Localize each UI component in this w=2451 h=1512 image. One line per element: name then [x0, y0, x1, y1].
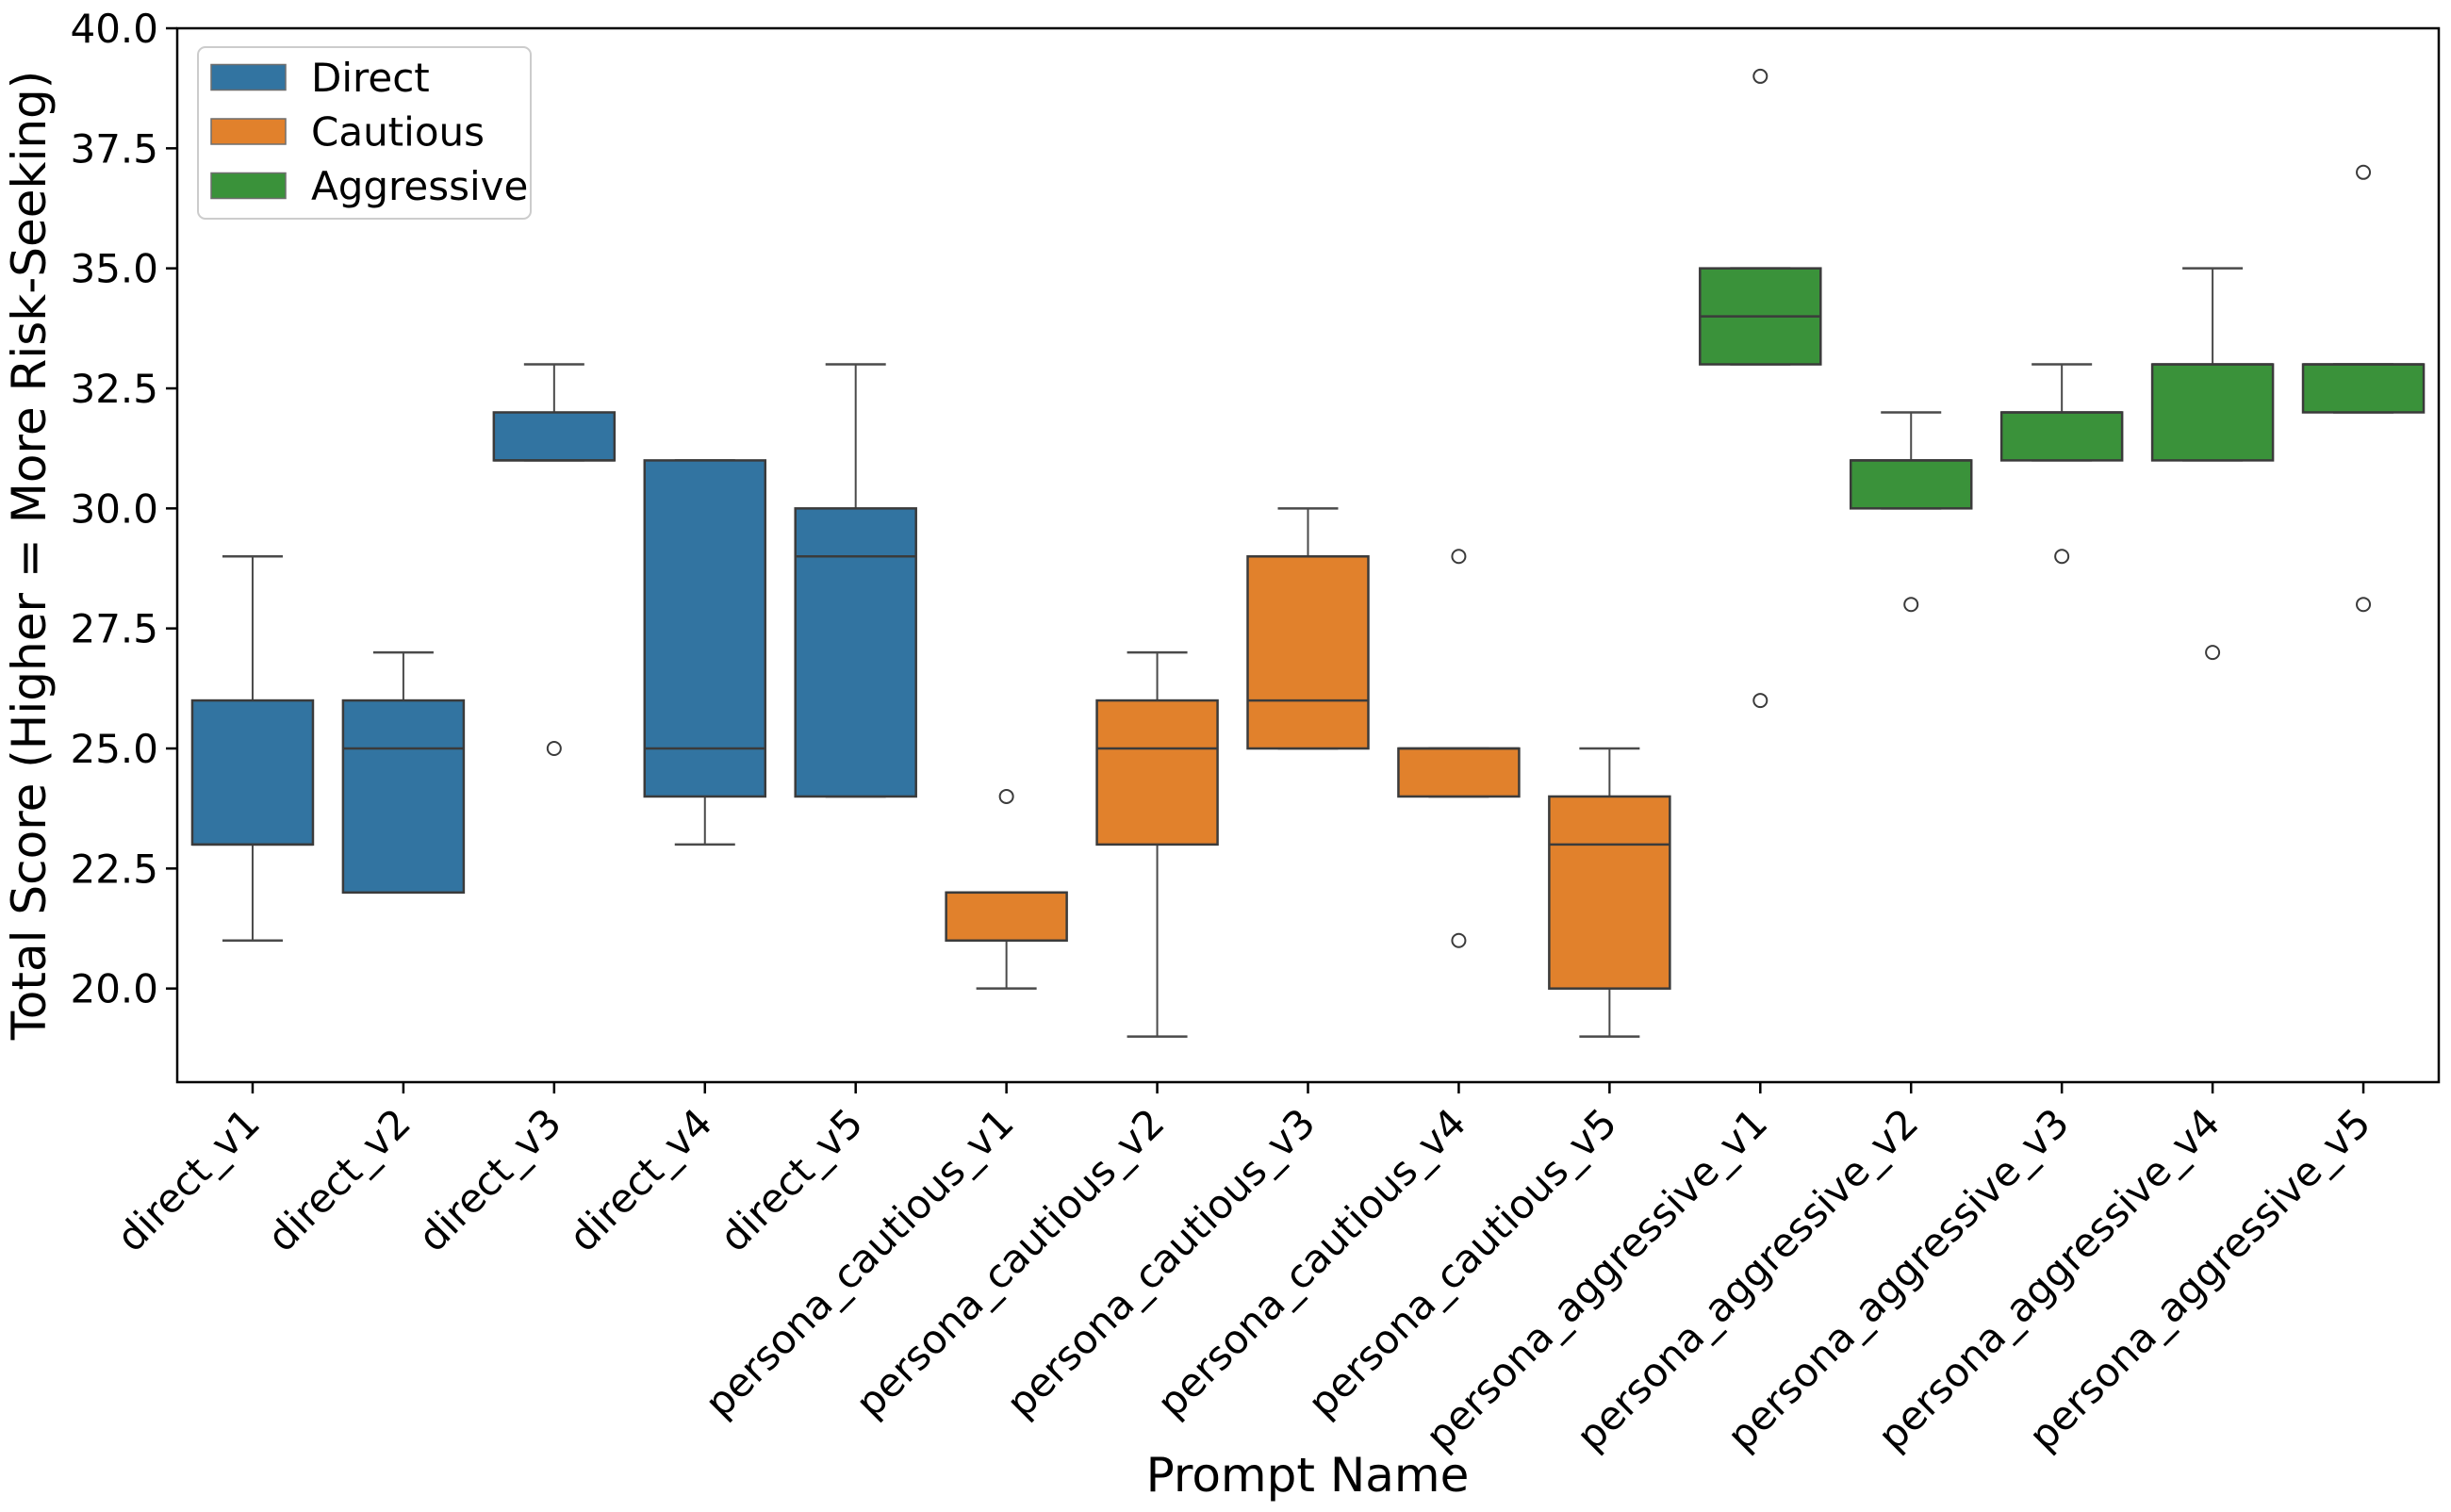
y-tick-label-32.5: 32.5	[70, 366, 158, 412]
y-tick-label-20.0: 20.0	[70, 966, 158, 1012]
outlier-persona_cautious_v1	[998, 788, 1014, 804]
box-persona_aggressive_v3	[1999, 411, 2124, 462]
box-persona_cautious_v2	[1095, 698, 1219, 846]
outlier-persona_aggressive_v1	[1752, 693, 1768, 709]
outlier-persona_aggressive_v3	[2054, 549, 2070, 565]
legend-label-cautious: Cautious	[311, 109, 485, 156]
outlier-direct_v3	[546, 741, 562, 757]
box-persona_aggressive_v2	[1849, 459, 1973, 510]
legend-swatch-cautious	[210, 118, 287, 145]
y-tick-label-25.0: 25.0	[70, 726, 158, 772]
legend-swatch-aggressive	[210, 172, 287, 200]
outlier-persona_aggressive_v2	[1903, 597, 1919, 613]
box-direct_v5	[794, 507, 917, 798]
x-tick-label-persona_cautious_v2: persona_cautious_v2	[847, 1099, 1174, 1426]
box-persona_aggressive_v4	[2150, 363, 2275, 462]
plot-border	[175, 26, 2441, 1084]
box-direct_v3	[492, 411, 617, 462]
x-tick-label-direct_v1: direct_v1	[107, 1099, 269, 1260]
y-tick-label-35.0: 35.0	[70, 246, 158, 292]
box-persona_aggressive_v5	[2301, 363, 2426, 414]
box-persona_cautious_v3	[1246, 555, 1370, 750]
x-tick-label-persona_cautious_v4: persona_cautious_v4	[1148, 1099, 1475, 1426]
y-tick-label-27.5: 27.5	[70, 606, 158, 652]
y-tick-label-30.0: 30.0	[70, 485, 158, 532]
x-tick-label-direct_v4: direct_v4	[560, 1099, 721, 1260]
y-tick-label-37.5: 37.5	[70, 125, 158, 172]
box-persona_cautious_v1	[945, 891, 1068, 942]
boxes-layer	[190, 68, 2426, 1038]
outlier-persona_aggressive_v1	[1752, 68, 1768, 84]
legend-label-aggressive: Aggressive	[311, 163, 528, 209]
box-persona_cautious_v4	[1397, 747, 1521, 798]
outlier-persona_aggressive_v5	[2356, 597, 2372, 613]
box-direct_v4	[643, 459, 767, 798]
x-tick-label-persona_cautious_v5: persona_cautious_v5	[1299, 1099, 1626, 1426]
legend-swatch-direct	[210, 63, 287, 91]
y-tick-label-40.0: 40.0	[70, 6, 158, 52]
outlier-persona_aggressive_v4	[2205, 645, 2221, 661]
x-tick-label-direct_v2: direct_v2	[258, 1099, 419, 1260]
x-axis-title: Prompt Name	[1146, 1448, 1470, 1503]
outlier-persona_aggressive_v5	[2356, 164, 2372, 180]
y-tick-label-22.5: 22.5	[70, 846, 158, 892]
outlier-persona_cautious_v4	[1451, 549, 1467, 565]
y-axis-title: Total Score (Higher = More Risk-Seeking)	[2, 71, 57, 1042]
x-tick-label-persona_cautious_v1: persona_cautious_v1	[696, 1099, 1023, 1426]
x-tick-label-direct_v3: direct_v3	[409, 1099, 570, 1260]
x-tick-label-direct_v5: direct_v5	[711, 1099, 872, 1260]
box-direct_v1	[190, 698, 315, 846]
box-direct_v2	[341, 698, 466, 895]
outlier-persona_cautious_v4	[1451, 932, 1467, 948]
box-persona_cautious_v5	[1548, 795, 1671, 990]
legend-label-direct: Direct	[311, 55, 430, 101]
legend: Direct Cautious Aggressive	[197, 46, 532, 220]
x-tick-label-persona_cautious_v3: persona_cautious_v3	[997, 1099, 1324, 1426]
